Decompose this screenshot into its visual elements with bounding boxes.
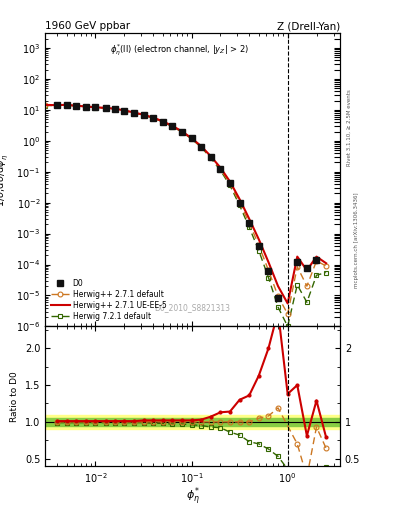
D0	[122, 108, 127, 114]
Text: 1960 GeV ppbar: 1960 GeV ppbar	[45, 21, 130, 31]
D0	[257, 243, 261, 249]
D0	[208, 154, 213, 160]
D0	[55, 102, 60, 109]
D0	[131, 110, 136, 116]
X-axis label: $\phi_{\eta}^{*}$: $\phi_{\eta}^{*}$	[185, 486, 200, 508]
D0	[141, 112, 146, 118]
D0	[93, 104, 98, 111]
D0	[305, 264, 309, 270]
D0	[84, 103, 88, 110]
Text: $\phi_{\eta}^{*}$(ll) (electron channel, $|y_Z|$ > 2): $\phi_{\eta}^{*}$(ll) (electron channel,…	[110, 42, 249, 57]
D0	[314, 257, 319, 263]
D0	[151, 115, 156, 121]
Y-axis label: Ratio to D0: Ratio to D0	[10, 371, 19, 421]
D0	[237, 200, 242, 206]
Text: mcplots.cern.ch [arXiv:1306.3436]: mcplots.cern.ch [arXiv:1306.3436]	[354, 193, 359, 288]
D0	[218, 166, 223, 173]
D0	[295, 259, 299, 265]
Y-axis label: 1/$\sigma$;d$\sigma$/d$\phi_\eta^*$: 1/$\sigma$;d$\sigma$/d$\phi_\eta^*$	[0, 153, 11, 207]
Line: D0: D0	[54, 102, 319, 301]
D0	[247, 220, 252, 226]
D0	[74, 103, 79, 109]
D0	[228, 180, 232, 186]
Legend: D0, Herwig++ 2.7.1 default, Herwig++ 2.7.1 UE-EE-5, Herwig 7.2.1 default: D0, Herwig++ 2.7.1 default, Herwig++ 2.7…	[49, 278, 168, 323]
D0	[170, 123, 174, 129]
D0	[199, 143, 204, 150]
D0	[266, 268, 271, 274]
D0	[113, 106, 118, 112]
Text: D0_2010_S8821313: D0_2010_S8821313	[154, 303, 231, 312]
Text: Z (Drell-Yan): Z (Drell-Yan)	[277, 21, 340, 31]
D0	[104, 105, 109, 111]
D0	[189, 135, 194, 141]
D0	[160, 118, 165, 124]
Text: Rivet 3.1.10, ≥ 2.5M events: Rivet 3.1.10, ≥ 2.5M events	[347, 90, 352, 166]
D0	[179, 129, 184, 135]
D0	[275, 295, 280, 302]
D0	[64, 102, 69, 108]
